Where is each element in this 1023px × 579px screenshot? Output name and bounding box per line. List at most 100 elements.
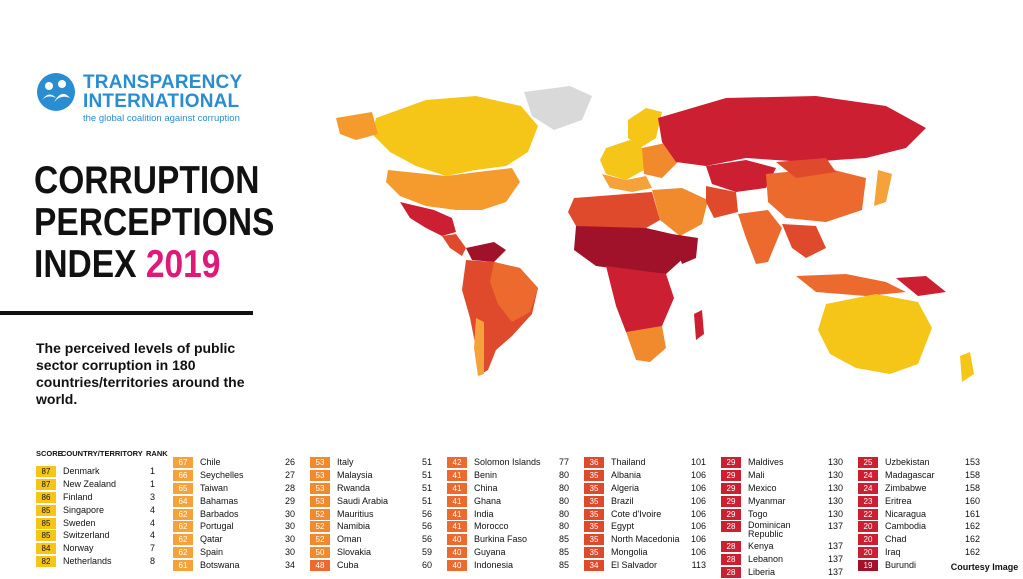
map-mongolia <box>776 158 836 178</box>
rank-value: 30 <box>284 547 295 558</box>
score-badge: 28 <box>721 541 741 553</box>
score-badge: 20 <box>858 547 878 559</box>
table-row: 35 Egypt 106 <box>584 520 712 533</box>
table-row: 28 Dominican Republic 137 <box>721 520 849 540</box>
country-name: Liberia <box>748 567 776 578</box>
table-row: 64 Bahamas 29 <box>173 495 301 508</box>
table-row: 24 Zimbabwe 158 <box>858 482 986 495</box>
score-badge: 23 <box>858 495 878 507</box>
map-venezuela <box>466 242 506 262</box>
table-row: 42 Solomon Islands 77 <box>447 456 575 469</box>
table-row: 25 Uzbekistan 153 <box>858 456 986 469</box>
map-iran <box>706 186 738 218</box>
page-title: CORRUPTION PERCEPTIONS INDEX 2019 <box>34 160 274 286</box>
score-badge: 28 <box>721 554 741 566</box>
country-name: Namibia <box>337 521 371 532</box>
table-row: 85 Sweden 4 <box>36 517 161 530</box>
country-name: Slovakia <box>337 547 372 558</box>
rank-value: 30 <box>284 508 295 519</box>
score-badge: 84 <box>36 543 56 555</box>
table-row: 52 Namibia 56 <box>310 520 438 533</box>
country-name: Eritrea <box>885 495 912 506</box>
rank-value: 80 <box>558 508 569 519</box>
rank-value: 160 <box>964 495 980 506</box>
score-badge: 29 <box>721 469 741 481</box>
score-badge: 48 <box>310 560 330 572</box>
map-papua <box>896 276 946 296</box>
country-name: Finland <box>63 491 93 502</box>
score-badge: 64 <box>173 495 193 507</box>
rank-value: 51 <box>421 495 432 506</box>
table-row: 29 Mali 130 <box>721 469 849 482</box>
score-badge: 52 <box>310 534 330 546</box>
country-name: North Macedonia <box>611 534 680 545</box>
score-badge: 24 <box>858 469 878 481</box>
table-row: 53 Saudi Arabia 51 <box>310 495 438 508</box>
score-badge: 50 <box>310 547 330 559</box>
country-name: Benin <box>474 469 498 480</box>
country-name: Brazil <box>611 495 634 506</box>
country-name: Maldives <box>748 457 784 467</box>
rank-value: 106 <box>690 547 706 558</box>
country-name: Chile <box>200 457 221 467</box>
rank-value: 130 <box>827 508 843 519</box>
map-western-europe <box>600 140 646 180</box>
country-name: Guyana <box>474 547 506 558</box>
title-index-word: INDEX <box>34 243 137 286</box>
map-chile <box>474 318 484 376</box>
logo-name-line2: INTERNATIONAL <box>83 91 240 112</box>
country-name: Norway <box>63 543 94 554</box>
country-name: Mauritius <box>337 508 374 519</box>
title-line2: PERCEPTIONS <box>34 201 275 244</box>
map-greenland <box>524 86 592 130</box>
rank-value: 59 <box>421 547 432 558</box>
rank-value: 1 <box>149 478 155 489</box>
rank-value: 85 <box>558 534 569 545</box>
country-name: Dominican Republic <box>748 520 791 540</box>
score-badge: 41 <box>447 508 467 520</box>
logo-name: TRANSPARENCY INTERNATIONAL <box>83 73 242 111</box>
rank-value: 80 <box>558 521 569 532</box>
map-southeast-asia <box>782 224 826 258</box>
score-badge: 29 <box>721 457 741 468</box>
country-name: India <box>474 508 494 519</box>
table-row: 29 Maldives 130 <box>721 456 849 469</box>
map-canada <box>372 96 538 176</box>
table-row: 29 Mexico 130 <box>721 482 849 495</box>
table-row: 40 Indonesia 85 <box>447 559 575 572</box>
country-name: Denmark <box>63 466 100 476</box>
rank-value: 130 <box>827 495 843 506</box>
country-name: Spain <box>200 547 224 558</box>
map-central-asia <box>706 160 776 192</box>
table-row: 87 New Zealand 1 <box>36 478 161 491</box>
score-badge: 40 <box>447 547 467 559</box>
title-line3: INDEX 2019 <box>34 244 274 286</box>
score-badge: 20 <box>858 534 878 546</box>
table-row: 65 Taiwan 28 <box>173 482 301 495</box>
country-name: Nicaragua <box>885 508 927 519</box>
table-row: 23 Eritrea 160 <box>858 495 986 508</box>
rank-value: 4 <box>149 517 155 528</box>
rank-value: 137 <box>827 521 843 532</box>
score-badge: 35 <box>584 508 604 520</box>
score-badge: 53 <box>310 482 330 494</box>
table-row: 85 Singapore 4 <box>36 504 161 517</box>
table-row: 29 Myanmar 130 <box>721 495 849 508</box>
country-name: Sweden <box>63 517 96 528</box>
country-name: Albania <box>611 469 642 480</box>
table-row: 29 Togo 130 <box>721 508 849 521</box>
table-column: 53 Italy 51 53 Malaysia 51 53 Rwanda 51 53 Saudi A… <box>310 456 438 572</box>
table-row: 86 Finland 3 <box>36 491 161 504</box>
score-badge: 41 <box>447 469 467 481</box>
rank-value: 137 <box>827 541 843 552</box>
rank-value: 30 <box>284 534 295 545</box>
table-row: 35 Mongolia 106 <box>584 546 712 559</box>
courtesy-credit: Courtesy Image <box>946 559 1023 575</box>
table-row: 84 Norway 7 <box>36 542 161 555</box>
table-row: 20 Chad 162 <box>858 533 986 546</box>
ti-logo: TRANSPARENCY INTERNATIONAL the global co… <box>36 72 266 124</box>
table-row: 28 Liberia 137 <box>721 566 849 579</box>
table-row: 24 Madagascar 158 <box>858 469 986 482</box>
score-badge: 35 <box>584 495 604 507</box>
country-name: Mongolia <box>611 547 648 558</box>
